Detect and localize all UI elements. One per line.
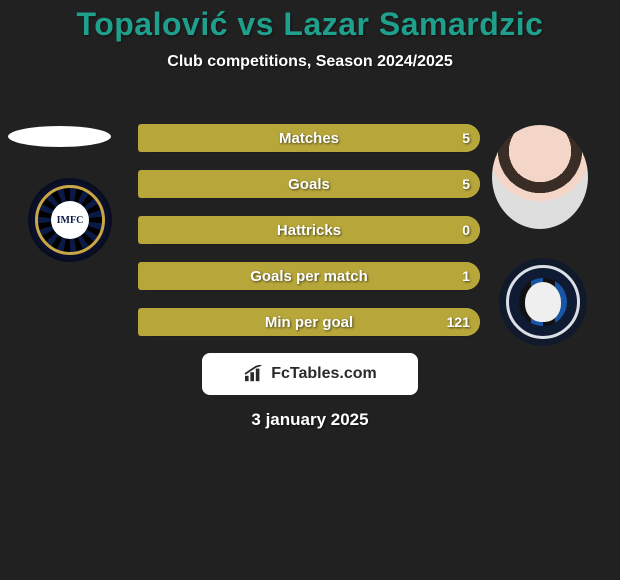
club-badge-right bbox=[499, 258, 587, 346]
stat-row: Goals per match1 bbox=[138, 262, 480, 290]
stat-label: Hattricks bbox=[138, 222, 480, 239]
brand-badge: FcTables.com bbox=[202, 353, 418, 395]
stat-row: Matches5 bbox=[138, 124, 480, 152]
player-right-avatar bbox=[492, 125, 588, 229]
stat-value-right: 5 bbox=[462, 130, 470, 146]
player-left-avatar bbox=[8, 126, 111, 147]
stat-value-right: 0 bbox=[462, 222, 470, 238]
stat-label: Matches bbox=[138, 130, 480, 147]
generated-date: 3 january 2025 bbox=[0, 410, 620, 430]
bar-chart-icon bbox=[243, 365, 265, 383]
stat-label: Goals per match bbox=[138, 268, 480, 285]
stat-row: Min per goal121 bbox=[138, 308, 480, 336]
stats-panel: Matches5Goals5Hattricks0Goals per match1… bbox=[138, 124, 480, 354]
brand-text: FcTables.com bbox=[271, 365, 377, 383]
comparison-infographic: Topalović vs Lazar Samardzic Club compet… bbox=[0, 0, 620, 580]
club-badge-left: IMFC bbox=[28, 178, 112, 262]
inter-badge-icon: IMFC bbox=[35, 185, 105, 255]
atalanta-badge-icon bbox=[506, 265, 580, 339]
page-subtitle: Club competitions, Season 2024/2025 bbox=[0, 53, 620, 71]
stat-value-right: 121 bbox=[447, 314, 470, 330]
stat-row: Goals5 bbox=[138, 170, 480, 198]
stat-value-right: 1 bbox=[462, 268, 470, 284]
page-title: Topalović vs Lazar Samardzic bbox=[0, 0, 620, 43]
stat-label: Goals bbox=[138, 176, 480, 193]
stat-value-right: 5 bbox=[462, 176, 470, 192]
stat-label: Min per goal bbox=[138, 314, 480, 331]
stat-row: Hattricks0 bbox=[138, 216, 480, 244]
inter-badge-letters: IMFC bbox=[51, 201, 89, 239]
